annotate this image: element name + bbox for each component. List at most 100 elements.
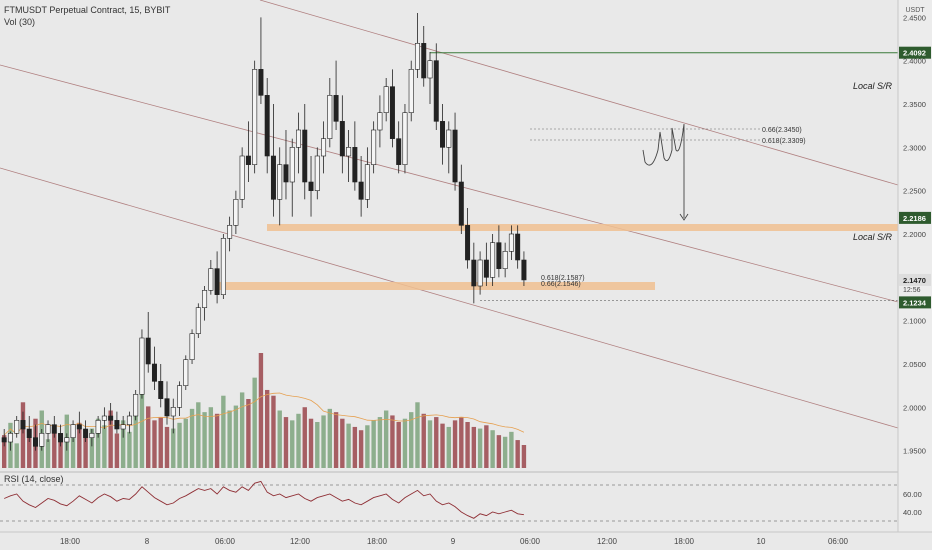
volume-bar <box>383 410 389 468</box>
candle-body <box>321 138 327 157</box>
badge-upper-sr: 2.4092 <box>903 49 926 58</box>
price-tick-label: 2.2500 <box>903 187 926 196</box>
candle-body <box>133 394 139 417</box>
volume-bar <box>89 428 95 468</box>
volume-bar <box>302 407 307 468</box>
candle-body <box>346 147 352 157</box>
candle-body <box>233 199 239 226</box>
volume-bar <box>452 420 458 468</box>
descending-trendline-upper <box>259 0 899 186</box>
candle-body <box>39 433 45 447</box>
candle-body <box>26 428 32 438</box>
candle-body <box>414 43 420 70</box>
fib-label-0618-upper: 0.618(2.3309) <box>762 138 806 145</box>
candle-body <box>371 129 377 165</box>
candle-body <box>352 147 358 183</box>
volume-bar <box>14 443 19 468</box>
candle-body <box>95 420 101 434</box>
time-tick-label: 18:00 <box>60 537 81 546</box>
candle-body <box>70 424 76 438</box>
volume-bar <box>120 420 126 468</box>
volume-bar <box>108 410 113 468</box>
volume-bar <box>27 431 32 468</box>
candle-body <box>508 233 514 252</box>
candle-body <box>214 268 220 295</box>
badge-mid-sr: 2.2186 <box>903 214 926 223</box>
candle-body <box>170 407 176 417</box>
volume-bar <box>371 420 376 468</box>
time-tick-label: 10 <box>757 537 766 546</box>
volume-bar <box>221 395 226 468</box>
rsi-level-60: 60.00 <box>903 490 922 499</box>
descending-trendline-middle <box>0 64 899 303</box>
volume-bar <box>283 417 289 468</box>
rsi-indicator-label[interactable]: RSI (14, close) <box>4 474 64 484</box>
candle-body <box>396 138 402 165</box>
candle-body <box>126 415 132 425</box>
volume-bar <box>509 431 514 468</box>
volume-bar <box>415 402 420 468</box>
price-tick-label: 2.0500 <box>903 360 926 369</box>
price-tick-label: 2.1000 <box>903 317 926 326</box>
volume-bar <box>490 430 495 468</box>
candle-body <box>89 433 95 438</box>
candle-body <box>283 164 289 183</box>
badge-mid-sr-bg <box>899 211 931 224</box>
volume-bar <box>265 389 270 468</box>
candle-body <box>120 424 126 430</box>
candle-body <box>139 337 145 395</box>
volume-bar <box>409 412 414 468</box>
volume-bar <box>208 407 214 468</box>
candle-body <box>277 164 283 200</box>
time-tick-label: 8 <box>145 537 150 546</box>
rsi-layer <box>0 480 898 522</box>
fib-label-0618-lower: 0.618(2.1587) <box>541 275 585 282</box>
price-tick-label: 2.4000 <box>903 57 926 66</box>
candle-body <box>364 164 370 200</box>
volume-bar <box>189 408 195 468</box>
projected-path <box>642 123 685 218</box>
symbol-title[interactable]: FTMUSDT Perpetual Contract, 15, BYBIT <box>4 5 171 15</box>
price-tick-label: 2.2000 <box>903 230 926 239</box>
fib-label-066-lower: 0.66(2.1546) <box>541 281 581 288</box>
time-tick-label: 06:00 <box>828 537 849 546</box>
volume-bar <box>58 435 63 468</box>
volume-bar <box>271 395 276 468</box>
volume-bar <box>521 445 527 468</box>
volume-bar <box>183 418 188 468</box>
volume-bar <box>45 439 51 468</box>
candle-body <box>383 86 389 113</box>
volume-bar <box>346 423 351 468</box>
candle-body <box>14 420 20 434</box>
time-tick-label: 12:00 <box>597 537 618 546</box>
price-tick-label: 2.3000 <box>903 143 926 152</box>
time-tick-label: 06:00 <box>215 537 236 546</box>
candle-body <box>83 428 89 438</box>
candle-body <box>145 337 151 365</box>
volume-bar <box>365 425 370 468</box>
volume-indicator-label[interactable]: Vol (30) <box>4 17 36 27</box>
candle-body <box>327 95 333 139</box>
candle-body <box>333 95 339 122</box>
candle-body <box>195 307 201 334</box>
volume-bar <box>502 436 508 468</box>
candle-body <box>389 86 395 139</box>
volume-bar <box>70 431 76 468</box>
volume-bar <box>340 418 345 468</box>
volume-bar <box>352 426 358 468</box>
volume-bar <box>290 420 295 468</box>
candle-body <box>101 415 107 421</box>
volume-bar <box>252 377 257 468</box>
candle-body <box>158 381 164 399</box>
volume-bar <box>515 440 520 468</box>
volume-bar <box>277 410 282 468</box>
volume-bar <box>296 413 301 468</box>
volume-layer <box>2 353 527 468</box>
candle-body <box>208 268 214 291</box>
candle-body <box>220 238 226 295</box>
volume-bar <box>440 423 445 468</box>
volume-bar <box>139 394 145 468</box>
